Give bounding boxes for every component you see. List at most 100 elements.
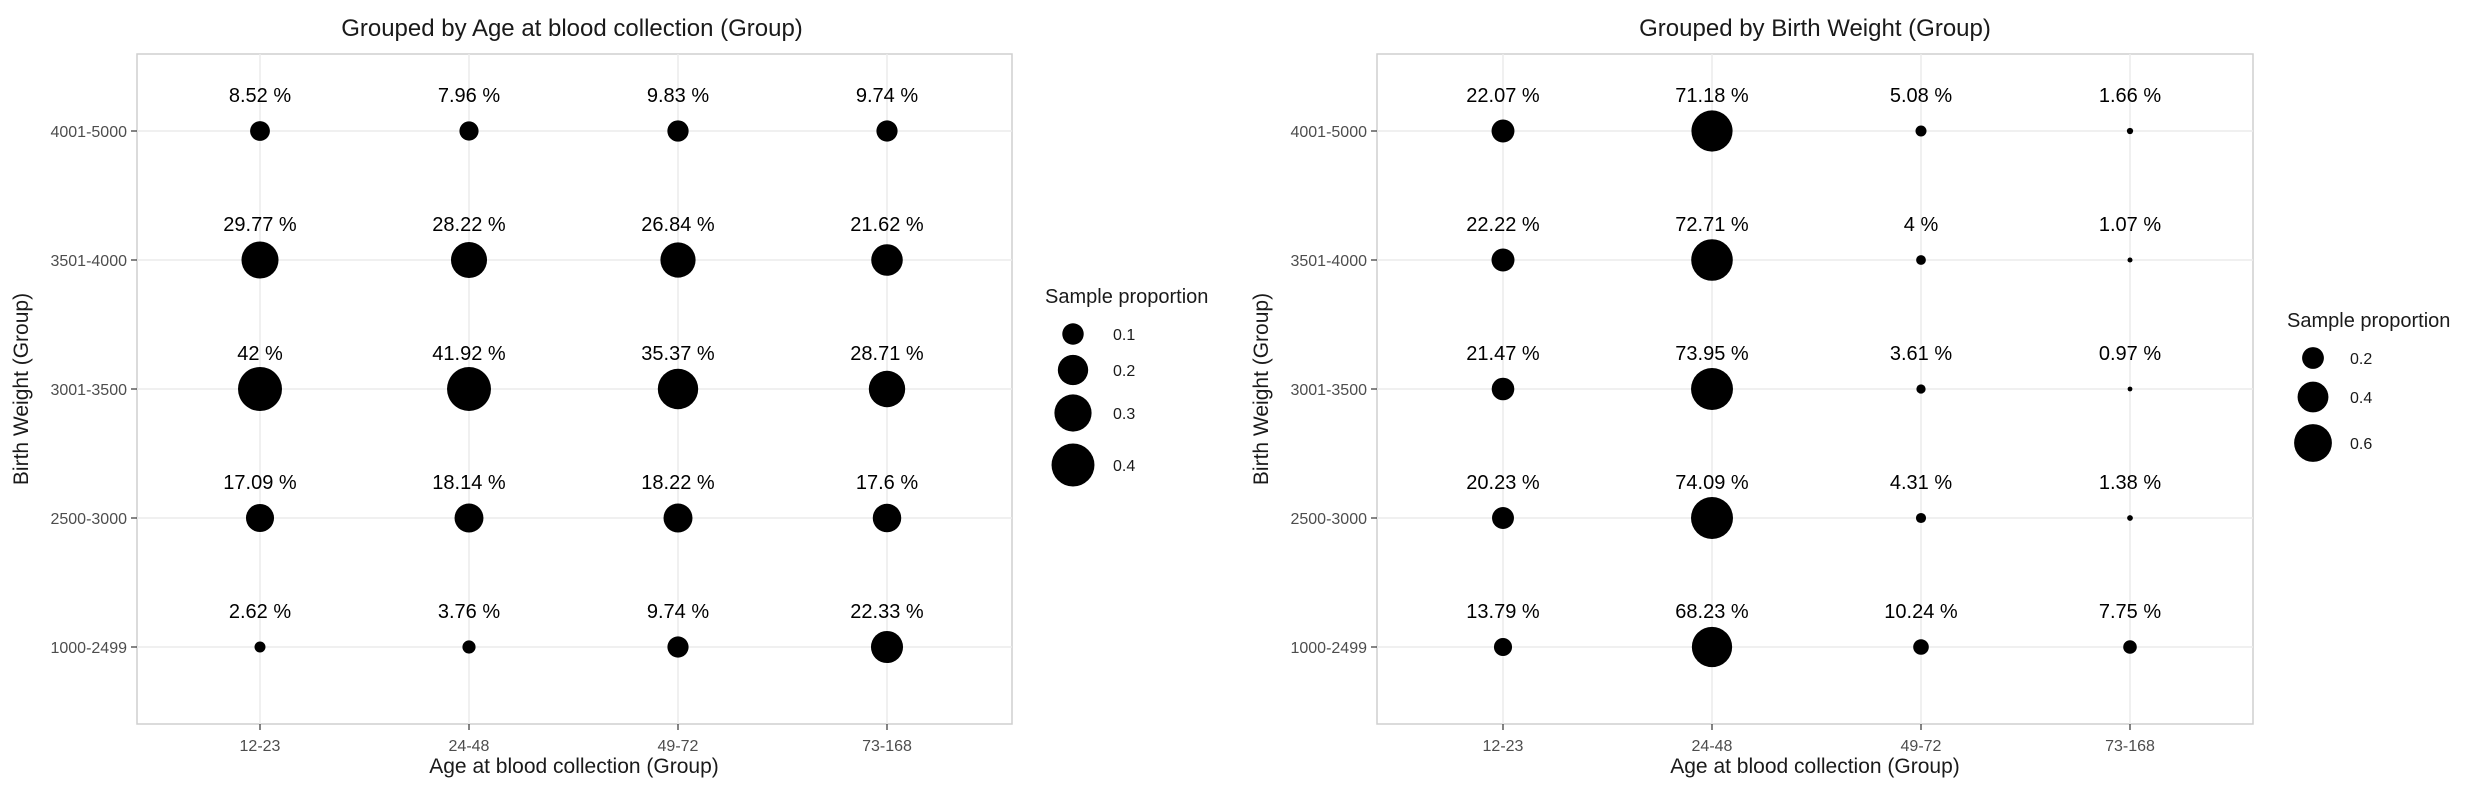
chart1-data-label: 29.77 % — [223, 214, 297, 236]
chart2-legend-title: Sample proportion — [2287, 310, 2450, 332]
chart1-data-label: 28.71 % — [850, 343, 924, 365]
chart2-bubble — [1493, 637, 1513, 657]
chart2-data-label: 3.61 % — [1890, 343, 1952, 365]
chart2-data-label: 4.31 % — [1890, 472, 1952, 494]
chart1-bubble — [250, 121, 270, 141]
chart1-y-tick-label: 3001-3500 — [50, 382, 127, 399]
chart1-legend-title: Sample proportion — [1045, 286, 1208, 308]
chart2-data-label: 22.22 % — [1466, 214, 1540, 236]
chart2-data-label: 72.71 % — [1675, 214, 1749, 236]
chart2-bubble — [1691, 626, 1733, 668]
chart2-bubble — [1491, 377, 1515, 401]
chart2-bubble — [1691, 110, 1733, 152]
chart2-legend-key — [2294, 424, 2332, 462]
chart1-data-label: 21.62 % — [850, 214, 924, 236]
chart1-data-label: 2.62 % — [229, 601, 291, 623]
chart1-data-label: 26.84 % — [641, 214, 715, 236]
chart2-data-label: 7.75 % — [2099, 601, 2161, 623]
chart1-legend-label: 0.1 — [1113, 327, 1135, 344]
chart2-x-tick-label: 49-72 — [1901, 738, 1942, 755]
chart1-data-label: 35.37 % — [641, 343, 715, 365]
chart1-data-label: 9.83 % — [647, 85, 709, 107]
chart1-bubble — [447, 367, 491, 411]
chart1-bubble — [667, 120, 689, 142]
chart1-data-label: 18.22 % — [641, 472, 715, 494]
chart2-bubble — [1491, 119, 1515, 143]
chart1-bubble — [876, 120, 898, 142]
chart2-data-label: 74.09 % — [1675, 472, 1749, 494]
chart1-y-tick-label: 4001-5000 — [50, 124, 127, 141]
chart2-data-label: 0.97 % — [2099, 343, 2161, 365]
chart2-data-label: 71.18 % — [1675, 85, 1749, 107]
chart1-bubble — [454, 503, 484, 533]
chart2-bubble — [2127, 386, 2133, 392]
chart1-bubble — [245, 503, 275, 533]
chart1-bubble — [868, 370, 906, 408]
chart1-legend-key — [1062, 323, 1084, 345]
chart2-data-label: 22.07 % — [1466, 85, 1540, 107]
chart2-bubble — [1915, 125, 1927, 137]
chart2-bubble — [1915, 512, 1927, 524]
chart2-y-tick-label: 3001-3500 — [1290, 382, 1367, 399]
chart1-x-tick-label: 49-72 — [658, 738, 699, 755]
chart1-legend-label: 0.3 — [1113, 406, 1135, 423]
chart1-bubble — [657, 368, 699, 410]
chart2-x-axis-label: Age at blood collection (Group) — [1670, 755, 1960, 778]
chart1-data-label: 22.33 % — [850, 601, 924, 623]
chart1-y-axis-label: Birth Weight (Group) — [10, 293, 33, 485]
chart1-data-label: 9.74 % — [647, 601, 709, 623]
chart2-bubble — [1916, 384, 1926, 394]
chart2-bubble — [2127, 515, 2133, 521]
chart2-legend-label: 0.4 — [2350, 390, 2372, 407]
chart1-data-label: 9.74 % — [856, 85, 918, 107]
chart1-legend-label: 0.4 — [1113, 458, 1135, 475]
chart1-bubble — [871, 244, 903, 276]
chart1-x-tick-label: 12-23 — [240, 738, 281, 755]
chart1-bubble — [241, 241, 279, 279]
chart1-x-axis-label: Age at blood collection (Group) — [429, 755, 719, 778]
chart1-legend-key — [1054, 394, 1092, 432]
chart1-bubble — [462, 640, 476, 654]
chart1-legend-key — [1051, 443, 1095, 487]
chart1-data-label: 17.09 % — [223, 472, 297, 494]
chart1-data-label: 18.14 % — [432, 472, 506, 494]
chart2-legend-key — [2297, 381, 2329, 413]
chart1-bubble — [872, 503, 902, 533]
chart2-y-tick-label: 3501-4000 — [1290, 253, 1367, 270]
chart2-title: Grouped by Birth Weight (Group) — [1639, 15, 1991, 42]
chart2-data-label: 1.38 % — [2099, 472, 2161, 494]
chart2-data-label: 68.23 % — [1675, 601, 1749, 623]
chart2-bubble — [2126, 127, 2134, 135]
chart2-data-label: 5.08 % — [1890, 85, 1952, 107]
chart2-x-tick-label: 73-168 — [2105, 738, 2155, 755]
chart2-y-tick-label: 2500-3000 — [1290, 511, 1367, 528]
chart2-x-tick-label: 24-48 — [1692, 738, 1733, 755]
chart2-legend-label: 0.2 — [2350, 351, 2372, 368]
chart2-data-label: 21.47 % — [1466, 343, 1540, 365]
chart2-data-label: 1.07 % — [2099, 214, 2161, 236]
chart1-data-label: 7.96 % — [438, 85, 500, 107]
chart2-bubble — [2123, 640, 2137, 654]
chart2-y-tick-label: 4001-5000 — [1290, 124, 1367, 141]
chart1-data-label: 41.92 % — [432, 343, 506, 365]
chart2-bubble — [1691, 239, 1733, 281]
chart2-data-label: 13.79 % — [1466, 601, 1540, 623]
chart2-x-tick-label: 12-23 — [1483, 738, 1524, 755]
chart2-bubble — [1491, 248, 1515, 272]
chart1-data-label: 8.52 % — [229, 85, 291, 107]
chart1-bubble — [667, 636, 689, 658]
chart2-bubble — [1916, 255, 1926, 265]
chart1-data-label: 17.6 % — [856, 472, 918, 494]
chart2-data-label: 10.24 % — [1884, 601, 1958, 623]
chart2-data-label: 20.23 % — [1466, 472, 1540, 494]
chart1-data-label: 42 % — [237, 343, 283, 365]
chart1-y-tick-label: 2500-3000 — [50, 511, 127, 528]
chart1-title: Grouped by Age at blood collection (Grou… — [341, 15, 803, 42]
chart2-y-tick-label: 1000-2499 — [1290, 640, 1367, 657]
chart2-legend-key — [2302, 347, 2324, 369]
chart1-x-tick-label: 24-48 — [449, 738, 490, 755]
chart1-bubble — [459, 121, 479, 141]
chart1-legend-label: 0.2 — [1113, 363, 1135, 380]
chart1-legend-key — [1057, 354, 1089, 386]
chart1-bubble — [870, 630, 904, 664]
